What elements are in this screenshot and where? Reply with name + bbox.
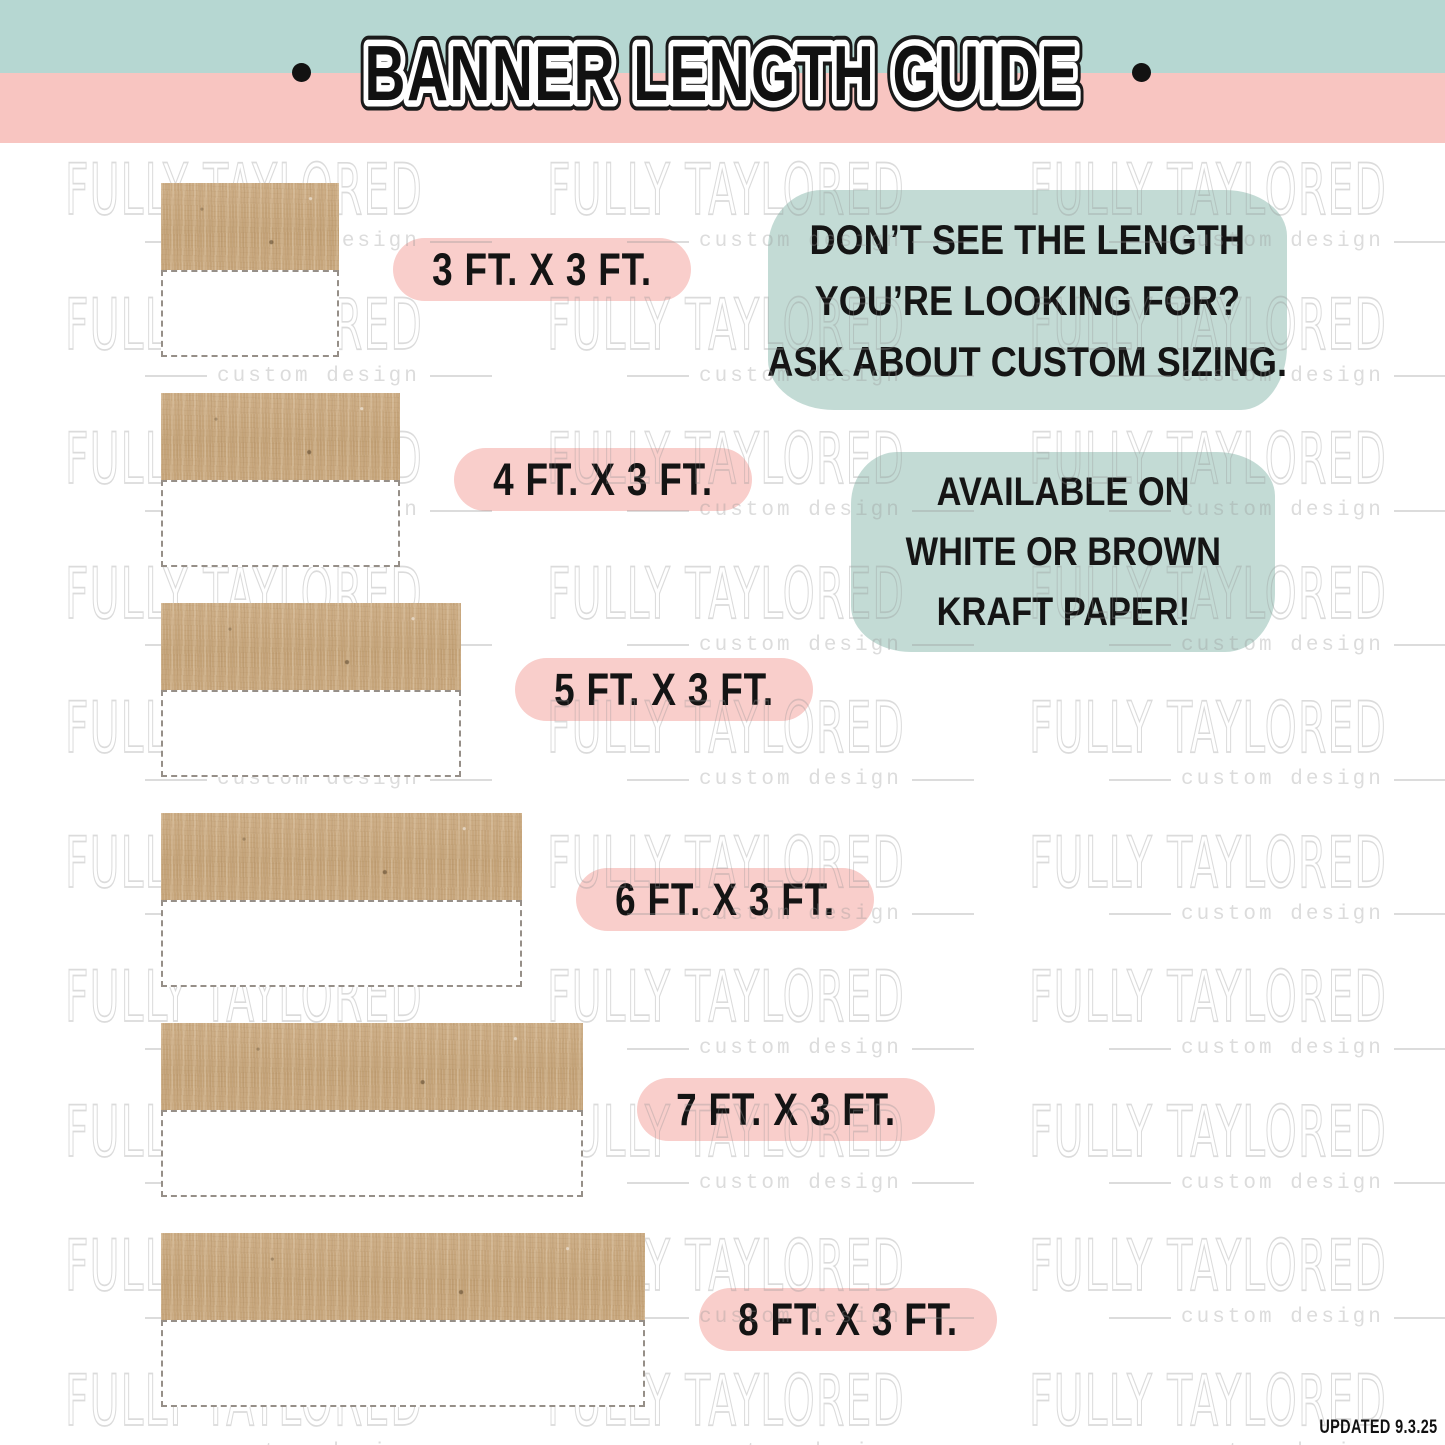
size-label-text: 4 FT. X 3 FT. bbox=[493, 453, 713, 505]
watermark-tagline: custom design bbox=[627, 1441, 974, 1445]
watermark-tagline: custom design bbox=[1109, 768, 1445, 791]
svg-text:FULLY TAYLORED: FULLY TAYLORED bbox=[1029, 1225, 1387, 1307]
svg-text:FULLY TAYLORED: FULLY TAYLORED bbox=[1029, 687, 1387, 769]
callout-paper-options: AVAILABLE ON WHITE OR BROWN KRAFT PAPER! bbox=[851, 452, 1275, 652]
watermark-brand-text: FULLY TAYLORED bbox=[546, 955, 904, 1039]
callout-line: KRAFT PAPER! bbox=[936, 590, 1190, 634]
size-label-text: 6 FT. X 3 FT. bbox=[615, 873, 835, 925]
watermark-tagline: custom design bbox=[627, 1172, 974, 1195]
banner-white-panel bbox=[161, 480, 400, 567]
svg-text:FULLY TAYLORED: FULLY TAYLORED bbox=[1029, 956, 1387, 1038]
title-left-dot-icon bbox=[292, 63, 311, 82]
watermark-tagline: custom design bbox=[627, 1037, 974, 1060]
size-label-pill: 4 FT. X 3 FT. bbox=[454, 448, 752, 511]
header-band-pink bbox=[0, 73, 1445, 143]
watermark-brand-text: FULLY TAYLORED bbox=[1028, 1224, 1386, 1308]
banner-mockup-5ft bbox=[161, 603, 461, 777]
svg-text:BANNER LENGTH GUIDE: BANNER LENGTH GUIDE bbox=[365, 29, 1080, 117]
banner-white-panel bbox=[161, 270, 339, 357]
header-banner: BANNER LENGTH GUIDE BANNER LENGTH GUIDE … bbox=[0, 0, 1445, 143]
banner-kraft-panel bbox=[161, 183, 339, 270]
watermark-tagline: custom design bbox=[1109, 1441, 1445, 1445]
size-label-pill: 6 FT. X 3 FT. bbox=[576, 868, 874, 931]
size-label-text: 5 FT. X 3 FT. bbox=[554, 663, 774, 715]
svg-text:BANNER LENGTH GUIDE: BANNER LENGTH GUIDE bbox=[365, 29, 1080, 117]
watermark-tagline: custom design bbox=[627, 768, 974, 791]
watermark-tagline: custom design bbox=[145, 1441, 492, 1445]
watermark-brand-text: FULLY TAYLORED bbox=[1028, 821, 1386, 905]
banner-kraft-panel bbox=[161, 603, 461, 690]
size-label-text: 8 FT. X 3 FT. bbox=[738, 1293, 958, 1345]
banner-white-panel bbox=[161, 1110, 583, 1197]
watermark-tagline: custom design bbox=[1109, 1037, 1445, 1060]
svg-text:BANNER LENGTH GUIDE: BANNER LENGTH GUIDE bbox=[365, 29, 1080, 117]
banner-white-panel bbox=[161, 900, 522, 987]
banner-kraft-panel bbox=[161, 393, 400, 480]
callout-custom-sizing: DON’T SEE THE LENGTH YOU’RE LOOKING FOR?… bbox=[768, 190, 1287, 410]
banner-kraft-panel bbox=[161, 813, 522, 900]
callout-line: YOU’RE LOOKING FOR? bbox=[814, 276, 1241, 324]
banner-mockup-7ft bbox=[161, 1023, 583, 1197]
svg-text:FULLY TAYLORED: FULLY TAYLORED bbox=[547, 956, 905, 1038]
footer-updated-note: UPDATED 9.3.25 bbox=[1319, 1417, 1438, 1438]
watermark-tagline: custom design bbox=[1109, 1172, 1445, 1195]
watermark-tagline: custom design bbox=[1109, 1306, 1445, 1329]
size-label-pill: 3 FT. X 3 FT. bbox=[393, 238, 691, 301]
watermark-brand-text: FULLY TAYLORED bbox=[1028, 1090, 1386, 1174]
watermark-tagline: custom design bbox=[145, 365, 492, 388]
watermark-brand-text: FULLY TAYLORED bbox=[1028, 686, 1386, 770]
banner-mockup-4ft bbox=[161, 393, 400, 567]
banner-mockup-8ft bbox=[161, 1233, 645, 1407]
banner-kraft-panel bbox=[161, 1233, 645, 1320]
banner-white-panel bbox=[161, 690, 461, 777]
banner-kraft-panel bbox=[161, 1023, 583, 1110]
size-label-text: 3 FT. X 3 FT. bbox=[432, 243, 652, 295]
watermark-brand-text: FULLY TAYLORED bbox=[1028, 955, 1386, 1039]
banner-mockup-3ft bbox=[161, 183, 339, 357]
svg-text:FULLY TAYLORED: FULLY TAYLORED bbox=[1029, 1091, 1387, 1173]
callout-line: DON’T SEE THE LENGTH bbox=[809, 215, 1246, 263]
page-title: BANNER LENGTH GUIDE BANNER LENGTH GUIDE … bbox=[354, 19, 1088, 128]
callout-line: WHITE OR BROWN bbox=[905, 530, 1221, 574]
callout-line: AVAILABLE ON bbox=[936, 470, 1190, 514]
size-label-pill: 8 FT. X 3 FT. bbox=[699, 1288, 997, 1351]
size-label-text: 7 FT. X 3 FT. bbox=[676, 1083, 896, 1135]
banner-mockup-6ft bbox=[161, 813, 522, 987]
watermark-tagline: custom design bbox=[1109, 903, 1445, 926]
size-label-pill: 5 FT. X 3 FT. bbox=[515, 658, 813, 721]
banner-white-panel bbox=[161, 1320, 645, 1407]
svg-text:FULLY TAYLORED: FULLY TAYLORED bbox=[1029, 822, 1387, 904]
callout-line: ASK ABOUT CUSTOM SIZING. bbox=[767, 337, 1288, 385]
header-band-mint bbox=[0, 0, 1445, 73]
size-label-pill: 7 FT. X 3 FT. bbox=[637, 1078, 935, 1141]
title-right-dot-icon bbox=[1132, 63, 1151, 82]
